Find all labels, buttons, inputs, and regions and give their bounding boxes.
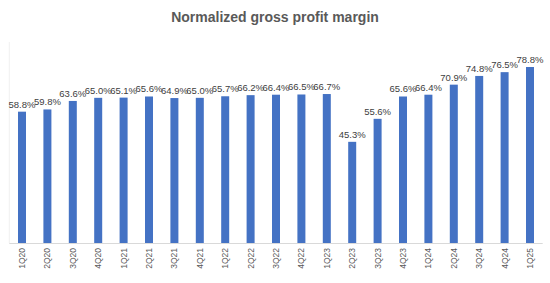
x-tick-label: 2Q24: [449, 248, 459, 269]
bar: [69, 101, 77, 243]
bar: [18, 112, 26, 243]
bar: [323, 94, 331, 243]
data-label: 74.8%: [466, 63, 493, 74]
x-tick-label: 1Q24: [423, 248, 433, 269]
data-label: 66.4%: [415, 82, 442, 93]
x-tick-label: 1Q21: [119, 248, 129, 269]
bar: [475, 76, 483, 243]
bar: [221, 96, 229, 243]
data-label: 78.8%: [517, 54, 544, 65]
x-axis-line: [9, 243, 542, 244]
x-tick-label: 2Q22: [246, 248, 256, 269]
x-tick-label: 3Q22: [271, 248, 281, 269]
data-label: 65.0%: [85, 85, 112, 96]
chart: Normalized gross profit margin 58.8%59.8%…: [0, 0, 550, 283]
data-label: 76.5%: [491, 59, 518, 70]
data-label: 63.6%: [59, 88, 86, 99]
x-tick-label: 4Q23: [398, 248, 408, 269]
x-tick-label: 1Q22: [220, 248, 230, 269]
x-tick-label: 1Q25: [525, 248, 535, 269]
x-tick-label: 3Q21: [169, 248, 179, 269]
data-label: 65.7%: [212, 83, 239, 94]
bar: [94, 98, 102, 243]
data-label: 70.9%: [440, 72, 467, 83]
bar: [399, 96, 407, 243]
bar: [450, 85, 458, 243]
data-label: 66.2%: [237, 82, 264, 93]
bars: [18, 67, 534, 243]
bar: [43, 109, 51, 243]
data-label: 66.4%: [263, 82, 290, 93]
x-tick-label: 4Q24: [500, 248, 510, 269]
data-label: 65.6%: [136, 83, 163, 94]
bar: [196, 98, 204, 243]
data-label: 65.0%: [186, 85, 213, 96]
bar: [526, 67, 534, 243]
bar: [348, 142, 356, 243]
data-label: 55.6%: [364, 106, 391, 117]
x-tick-label: 4Q20: [93, 248, 103, 269]
data-label: 59.8%: [34, 96, 61, 107]
x-tick-label: 4Q21: [195, 248, 205, 269]
bar: [501, 72, 509, 243]
x-tick-label: 3Q20: [68, 248, 78, 269]
data-label: 66.5%: [288, 81, 315, 92]
bar: [297, 94, 305, 243]
x-tick-label: 1Q20: [17, 248, 27, 269]
bar: [145, 96, 153, 243]
data-label: 64.9%: [161, 85, 188, 96]
data-label: 66.7%: [313, 81, 340, 92]
data-label: 45.3%: [339, 129, 366, 140]
data-label: 65.1%: [110, 85, 137, 96]
bar: [374, 119, 382, 243]
title: Normalized gross profit margin: [171, 9, 379, 25]
x-tick-label: 3Q24: [474, 248, 484, 269]
x-tick-label: 1Q23: [322, 248, 332, 269]
x-tick-label: 2Q23: [347, 248, 357, 269]
data-label: 58.8%: [9, 99, 36, 110]
x-tick-label: 2Q20: [42, 248, 52, 269]
bar: [247, 95, 255, 243]
bar: [120, 98, 128, 243]
y-axis-line: [9, 42, 10, 243]
data-label: 65.6%: [390, 83, 417, 94]
bar: [272, 95, 280, 243]
x-tick-label: 3Q23: [373, 248, 383, 269]
x-tick-label: 4Q22: [296, 248, 306, 269]
x-tick-label: 2Q21: [144, 248, 154, 269]
bar: [170, 98, 178, 243]
bar: [424, 95, 432, 243]
